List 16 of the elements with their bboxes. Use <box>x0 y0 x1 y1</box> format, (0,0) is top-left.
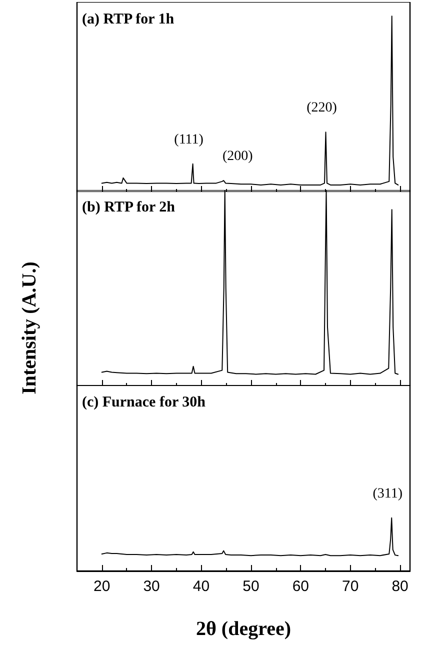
annotation: (111) <box>174 132 204 148</box>
chart-title: (c) Furnace for 30h <box>82 394 206 410</box>
x-tick-label: 50 <box>242 578 260 595</box>
y-axis-title: Intensity (A.U.) <box>18 262 42 394</box>
x-tick-label: 40 <box>192 578 210 595</box>
x-tick-label: 60 <box>292 578 309 595</box>
x-tick-label: 30 <box>143 578 160 595</box>
x-axis-title: 2θ (degree) <box>196 618 292 640</box>
annotation: (220) <box>306 100 338 116</box>
chart-title: (a) RTP for 1h <box>82 12 175 28</box>
annotation: (311) <box>372 486 403 502</box>
x-tick-label: 80 <box>392 578 408 595</box>
text: (b) RTP for 2h <box>82 200 176 216</box>
x-tick-label: 70 <box>342 578 359 595</box>
x-tick-label: 20 <box>94 578 110 595</box>
annotation: (200) <box>222 149 254 164</box>
